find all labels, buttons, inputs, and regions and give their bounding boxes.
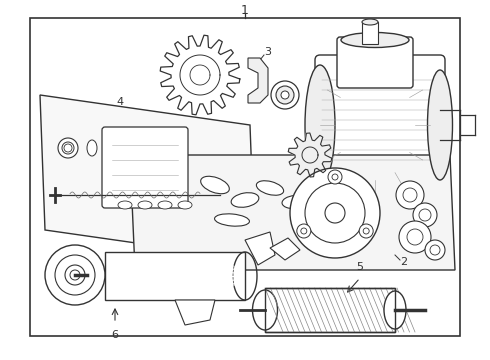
- Circle shape: [407, 229, 423, 245]
- Circle shape: [425, 240, 445, 260]
- Text: 5: 5: [357, 262, 364, 272]
- FancyBboxPatch shape: [337, 37, 413, 88]
- Circle shape: [301, 228, 307, 234]
- Text: 4: 4: [117, 97, 123, 107]
- Circle shape: [297, 224, 311, 238]
- Ellipse shape: [62, 142, 74, 154]
- Ellipse shape: [138, 201, 152, 209]
- Ellipse shape: [158, 201, 172, 209]
- Circle shape: [399, 221, 431, 253]
- Ellipse shape: [427, 70, 452, 180]
- Polygon shape: [245, 232, 275, 265]
- FancyBboxPatch shape: [315, 55, 445, 195]
- Polygon shape: [288, 133, 332, 177]
- Circle shape: [332, 174, 338, 180]
- Circle shape: [359, 224, 373, 238]
- Bar: [265, 288, 395, 332]
- Polygon shape: [160, 35, 240, 115]
- Circle shape: [396, 181, 424, 209]
- Ellipse shape: [65, 265, 85, 285]
- Ellipse shape: [58, 138, 78, 158]
- Ellipse shape: [341, 32, 409, 48]
- Ellipse shape: [231, 193, 259, 207]
- Text: 2: 2: [400, 257, 407, 267]
- Circle shape: [403, 188, 417, 202]
- Text: 1: 1: [241, 4, 249, 17]
- FancyBboxPatch shape: [102, 127, 188, 208]
- Bar: [105, 252, 245, 300]
- Ellipse shape: [305, 65, 335, 185]
- Ellipse shape: [384, 291, 406, 329]
- Polygon shape: [40, 95, 255, 260]
- Ellipse shape: [201, 176, 229, 194]
- Circle shape: [328, 170, 342, 184]
- Ellipse shape: [252, 290, 277, 330]
- Ellipse shape: [55, 255, 95, 295]
- Circle shape: [430, 245, 440, 255]
- Circle shape: [363, 228, 369, 234]
- Text: 6: 6: [112, 330, 119, 340]
- Bar: [265, 288, 395, 332]
- Polygon shape: [130, 155, 455, 270]
- Circle shape: [70, 270, 80, 280]
- Polygon shape: [175, 300, 215, 325]
- Ellipse shape: [215, 214, 249, 226]
- Ellipse shape: [178, 201, 192, 209]
- Polygon shape: [270, 238, 300, 260]
- Ellipse shape: [305, 183, 365, 243]
- Ellipse shape: [87, 140, 97, 156]
- Ellipse shape: [325, 203, 345, 223]
- Bar: [30, 18, 460, 336]
- Bar: [362, 22, 378, 44]
- Ellipse shape: [290, 168, 380, 258]
- Circle shape: [419, 209, 431, 221]
- Ellipse shape: [281, 91, 289, 99]
- Ellipse shape: [276, 86, 294, 104]
- Text: 3: 3: [264, 47, 271, 57]
- Circle shape: [64, 144, 72, 152]
- Ellipse shape: [282, 195, 308, 208]
- Polygon shape: [248, 58, 268, 103]
- Ellipse shape: [256, 181, 284, 195]
- Circle shape: [413, 203, 437, 227]
- Ellipse shape: [118, 201, 132, 209]
- Ellipse shape: [362, 19, 378, 25]
- Ellipse shape: [45, 245, 105, 305]
- Ellipse shape: [271, 81, 299, 109]
